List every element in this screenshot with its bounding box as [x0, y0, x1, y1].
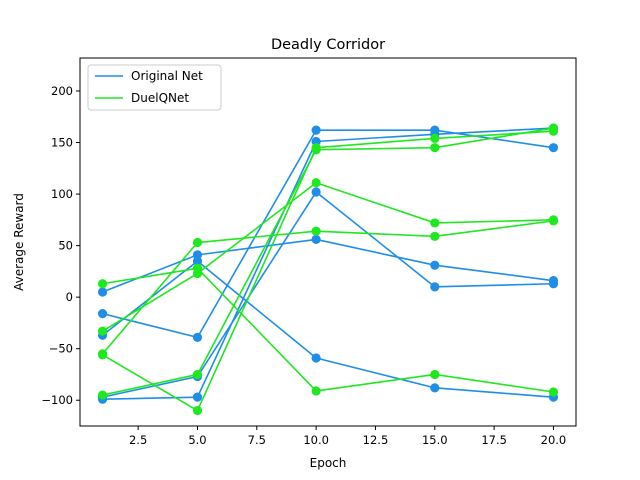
y-tick-label: 150 — [51, 136, 73, 150]
data-point — [97, 349, 108, 359]
y-tick-label: 50 — [58, 239, 73, 253]
y-tick-label: −50 — [49, 342, 73, 356]
data-point — [192, 369, 203, 380]
data-point — [311, 145, 321, 155]
data-point — [430, 282, 440, 292]
data-point — [192, 250, 203, 260]
x-tick-label: 17.5 — [481, 433, 507, 447]
data-point — [430, 133, 440, 144]
data-point — [311, 353, 321, 363]
y-tick-label: 200 — [51, 84, 73, 98]
data-point — [192, 392, 203, 402]
data-point — [311, 386, 321, 396]
data-point — [548, 387, 559, 397]
data-point — [192, 405, 203, 416]
data-point — [311, 125, 321, 135]
x-tick-label: 20.0 — [541, 433, 567, 447]
y-tick-label: −100 — [41, 393, 73, 407]
data-point — [97, 390, 108, 400]
data-point — [311, 187, 321, 197]
x-tick-label: 5.0 — [188, 433, 206, 447]
data-point — [430, 383, 440, 393]
x-tick-label: 12.5 — [363, 433, 389, 447]
chart-title: Deadly Corridor — [271, 37, 385, 53]
data-point — [548, 143, 559, 153]
data-point — [430, 143, 440, 153]
plot-area: 2.5 5.0 7.5 10.0 12.5 15.0 17.5 20.0 −100 −50 0 50 1… — [41, 57, 577, 447]
data-point — [548, 216, 559, 226]
data-point — [97, 309, 108, 319]
legend: Original Net DuelQNet — [87, 64, 222, 111]
data-point — [430, 369, 440, 380]
x-tick-label: 2.5 — [129, 433, 147, 447]
legend-label: DuelQNet — [131, 91, 189, 105]
data-point — [430, 218, 440, 228]
data-point — [192, 237, 203, 248]
axes-frame — [79, 57, 577, 427]
x-tick-label: 10.0 — [303, 433, 329, 447]
data-point — [311, 178, 321, 188]
data-point — [192, 263, 203, 273]
y-axis-label: Average Reward — [12, 193, 26, 291]
legend-label: Original Net — [131, 69, 203, 83]
y-tick-label: 100 — [51, 187, 73, 201]
data-point — [97, 287, 108, 297]
y-tick-label: 0 — [66, 290, 73, 304]
data-point — [430, 260, 440, 270]
data-point — [97, 326, 108, 336]
data-point — [430, 231, 440, 241]
x-tick-label: 15.0 — [422, 433, 448, 447]
data-point — [192, 332, 203, 342]
data-point — [311, 234, 321, 245]
data-point — [548, 276, 559, 286]
data-point — [311, 226, 321, 236]
x-axis-label: Epoch — [310, 456, 347, 470]
data-point — [97, 279, 108, 289]
data-point — [430, 125, 440, 135]
x-tick-label: 7.5 — [248, 433, 266, 447]
data-point — [548, 123, 559, 133]
